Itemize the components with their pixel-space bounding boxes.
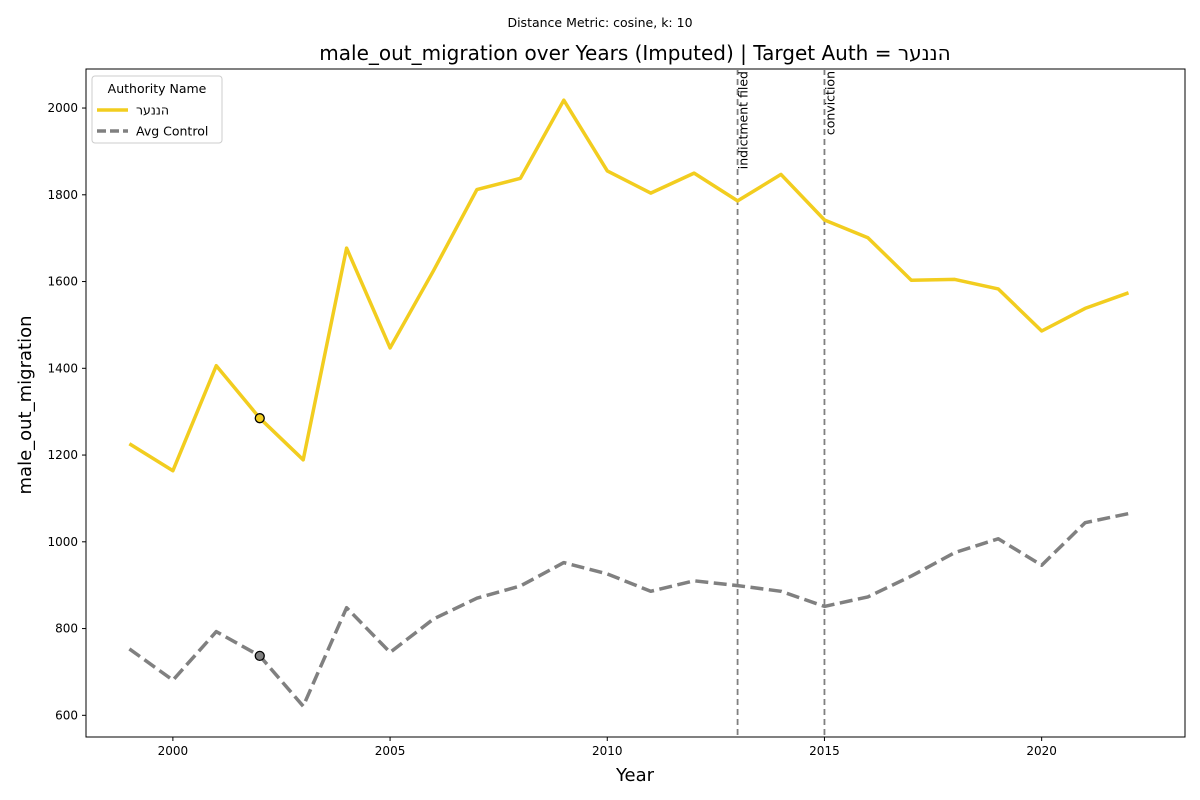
x-axis-label: Year — [615, 765, 655, 786]
chart-suptitle: Distance Metric: cosine, k: 10 — [507, 15, 692, 30]
y-tick-label: 2000 — [47, 101, 78, 115]
x-tick-label: 2005 — [375, 744, 406, 758]
legend: Authority Name הננער Avg Control — [91, 75, 223, 144]
y-tick-label: 1600 — [47, 275, 78, 289]
legend-entries: הננער Avg Control — [97, 103, 208, 139]
x-tick-label: 2010 — [592, 744, 623, 758]
series-line — [128, 511, 1129, 708]
plot-area: 2000 2005 2010 2015 2020 600 800 1000 1200 1400 16… — [47, 68, 1186, 758]
legend-label: Avg Control — [136, 124, 208, 139]
event-label: indictment filed — [736, 71, 751, 169]
x-tick-label: 2015 — [809, 744, 840, 758]
y-tick-label: 1200 — [47, 448, 78, 462]
event-label: conviction — [822, 71, 837, 135]
highlight-marker — [254, 413, 265, 424]
legend-box — [91, 75, 223, 144]
legend-label: הננער — [136, 103, 169, 118]
series-line — [128, 98, 1130, 473]
x-tick-label: 2000 — [158, 744, 189, 758]
x-tick-label: 2020 — [1026, 744, 1057, 758]
y-axis-label: male_out_migration — [15, 316, 36, 495]
highlight-marker — [254, 650, 265, 662]
plot-frame — [85, 68, 1186, 738]
legend-title: Authority Name — [108, 81, 207, 96]
y-tick-label: 800 — [55, 622, 78, 636]
y-tick-label: 1000 — [47, 535, 78, 549]
y-tick-label: 1400 — [47, 361, 78, 375]
y-tick-label: 600 — [55, 708, 78, 722]
y-tick-label: 1800 — [47, 188, 78, 202]
chart-title: male_out_migration over Years (Imputed) … — [319, 41, 950, 65]
